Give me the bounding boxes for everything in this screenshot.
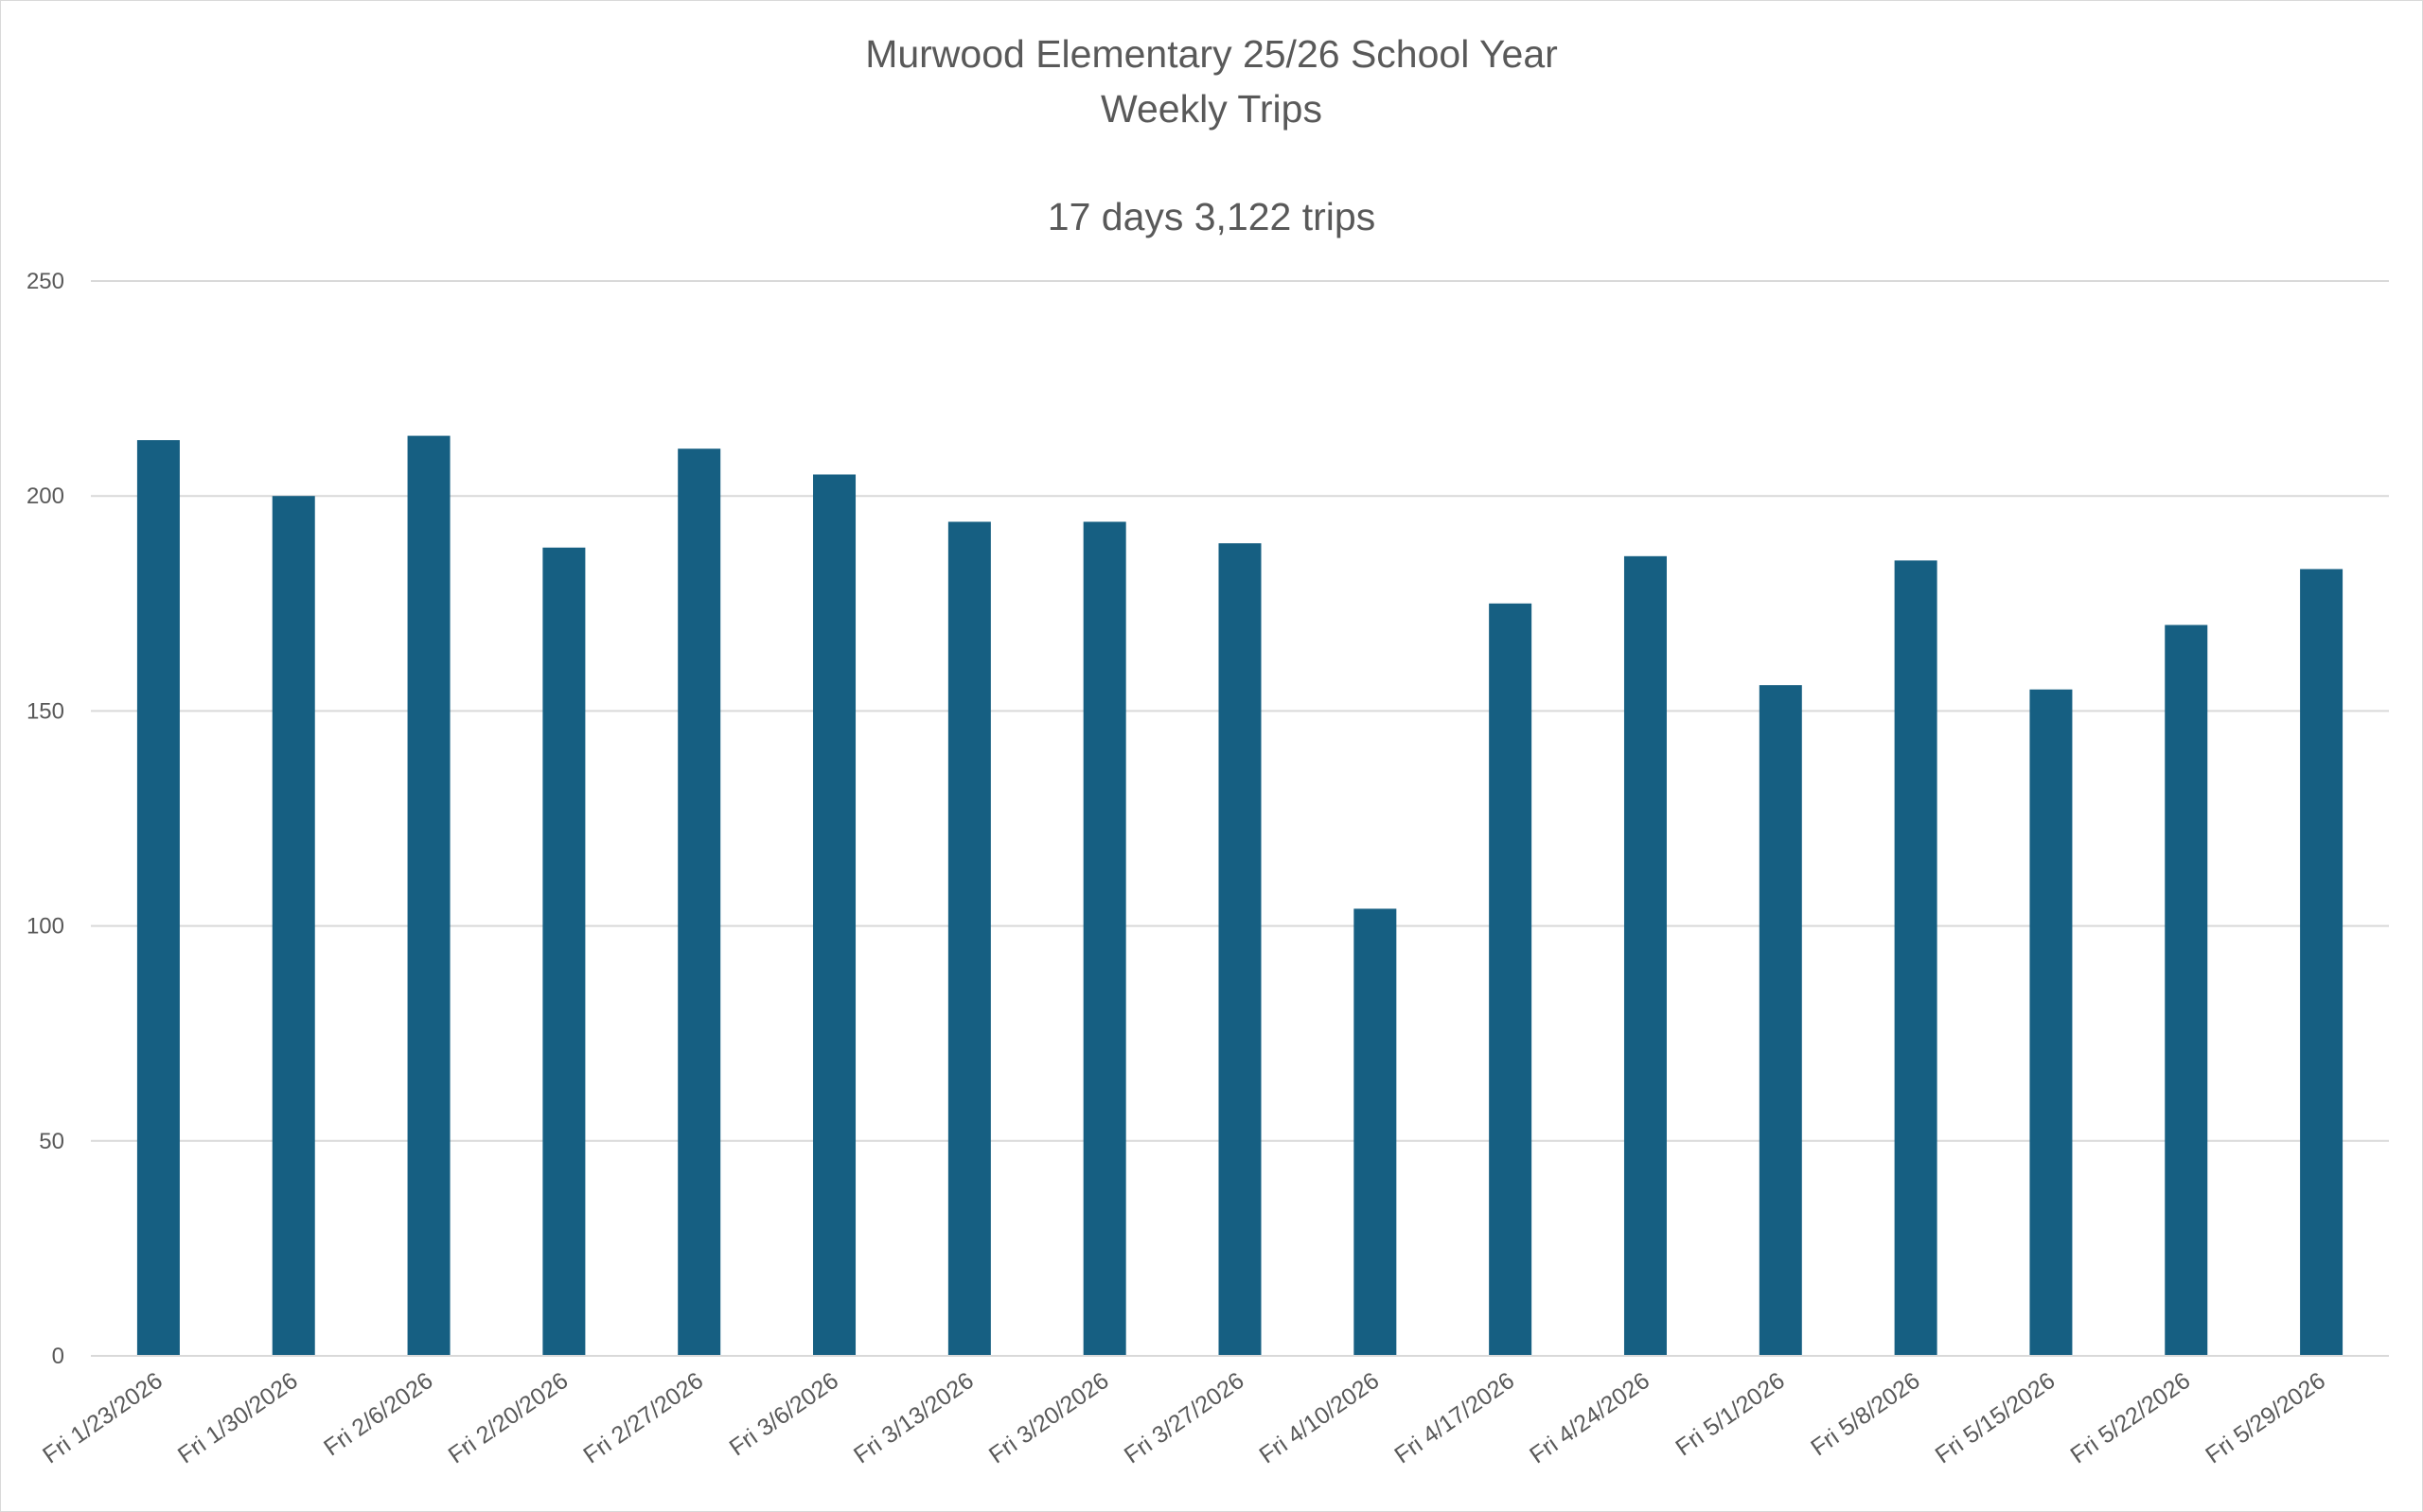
chart-title-block: Murwood Elementary 25/26 School Year Wee… [0, 26, 2423, 244]
x-tick-label: Fri 4/17/2026 [1389, 1367, 1519, 1468]
chart-title-line-2: Weekly Trips [1101, 87, 1322, 131]
x-tick-label: Fri 2/6/2026 [319, 1367, 437, 1461]
x-axis-tick-labels: Fri 1/23/2026 Fri 1/30/2026 Fri 2/6/2026 Fr… [38, 1367, 2330, 1468]
bar [1218, 543, 1262, 1356]
bar [947, 521, 991, 1356]
x-tick-label: Fri 3/27/2026 [1120, 1367, 1249, 1468]
bar [272, 496, 315, 1356]
y-axis-tick-labels: 0 50 100 150 200 250 [27, 269, 64, 1369]
bar [407, 435, 451, 1357]
bar [136, 440, 180, 1356]
bar [813, 474, 857, 1357]
y-tick-label: 100 [27, 914, 64, 940]
x-tick-label: Fri 4/24/2026 [1525, 1367, 1654, 1468]
bar [2165, 624, 2208, 1356]
x-tick-label: Fri 5/1/2026 [1671, 1367, 1789, 1461]
chart-subtitle: 17 days 3,122 trips [1047, 195, 1376, 238]
bar [2029, 689, 2073, 1356]
bar [678, 448, 721, 1356]
y-tick-label: 200 [27, 483, 64, 509]
bars [136, 435, 2343, 1357]
x-tick-label: Fri 5/22/2026 [2065, 1367, 2195, 1468]
x-tick-label: Fri 4/10/2026 [1255, 1367, 1385, 1468]
y-tick-label: 250 [27, 269, 64, 294]
bar [1623, 555, 1667, 1356]
chart-title: Murwood Elementary 25/26 School Year [865, 32, 1558, 76]
y-tick-label: 0 [52, 1344, 64, 1369]
x-tick-label: Fri 3/20/2026 [984, 1367, 1114, 1468]
x-tick-label: Fri 5/15/2026 [1931, 1367, 2060, 1468]
bar [542, 547, 586, 1356]
bar [1759, 685, 1802, 1356]
y-tick-label: 150 [27, 698, 64, 724]
x-tick-label: Fri 2/20/2026 [444, 1367, 574, 1468]
x-tick-label: Fri 5/8/2026 [1806, 1367, 1924, 1461]
y-tick-label: 50 [39, 1129, 64, 1154]
bar [2300, 569, 2343, 1356]
bar [1353, 908, 1397, 1356]
x-tick-label: Fri 5/29/2026 [2201, 1367, 2330, 1468]
bar [1083, 521, 1126, 1356]
x-tick-label: Fri 1/23/2026 [38, 1367, 168, 1468]
x-tick-label: Fri 1/30/2026 [173, 1367, 303, 1468]
x-tick-label: Fri 3/13/2026 [849, 1367, 979, 1468]
bar [1894, 560, 1937, 1356]
bar [1489, 603, 1532, 1356]
x-tick-label: Fri 2/27/2026 [578, 1367, 708, 1468]
x-tick-label: Fri 3/6/2026 [725, 1367, 843, 1461]
